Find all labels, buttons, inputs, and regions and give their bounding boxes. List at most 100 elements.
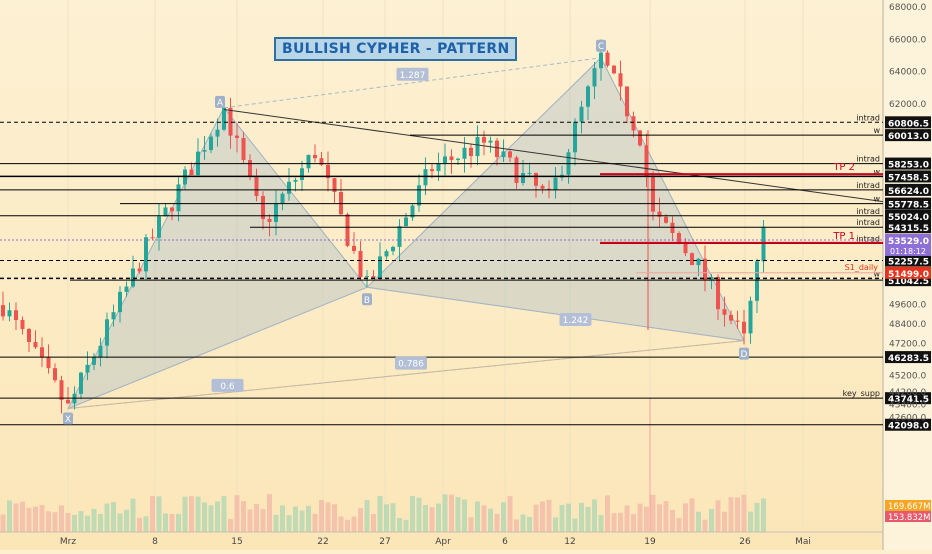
candle-body xyxy=(495,140,499,158)
volume-bar xyxy=(650,494,656,532)
candle-body xyxy=(449,156,454,160)
y-tick-label: 44200.0 xyxy=(889,388,926,398)
volume-bar xyxy=(273,514,279,532)
candle-body xyxy=(488,140,493,143)
candle-body xyxy=(703,258,707,280)
price-tag: 54315.5 xyxy=(888,224,929,234)
candle-body xyxy=(722,309,727,315)
candle-body xyxy=(202,150,207,152)
candle-body xyxy=(176,184,181,212)
candle-body xyxy=(462,147,467,159)
volume-bar xyxy=(663,501,669,532)
pattern-point-label: C xyxy=(598,42,604,52)
volume-bar xyxy=(208,505,214,532)
candle-body xyxy=(332,178,337,193)
volume-bar xyxy=(702,519,708,532)
candle-body xyxy=(521,173,525,183)
candle-body xyxy=(280,193,285,204)
y-tick-label: 68000.0 xyxy=(889,3,926,13)
candle-body xyxy=(365,276,369,278)
volume-bar xyxy=(533,504,539,532)
candle-body xyxy=(410,205,415,218)
level-label: intrad xyxy=(856,234,880,243)
candle-body xyxy=(261,196,265,219)
candle-body xyxy=(482,137,486,143)
volume-bar xyxy=(241,501,246,532)
volume-bar xyxy=(228,519,233,532)
candle-body xyxy=(59,380,64,400)
y-tick-label: 66000.0 xyxy=(889,35,926,45)
volume-bar xyxy=(306,505,311,532)
volume-bar xyxy=(546,499,552,532)
price-tag: 43741.5 xyxy=(888,395,929,405)
volume-bar xyxy=(559,504,565,532)
candle-body xyxy=(391,246,395,252)
volume-bar xyxy=(553,517,558,532)
x-tick-label: Mai xyxy=(795,537,811,547)
volume-bar xyxy=(85,515,90,532)
candle-body xyxy=(508,151,512,158)
current-price-tag: 53529.0 xyxy=(888,237,929,247)
volume-bar xyxy=(202,502,207,532)
candle-body xyxy=(579,106,584,122)
price-tag-bg xyxy=(885,170,931,183)
candle-body xyxy=(742,321,746,334)
volume-bar xyxy=(377,495,383,532)
volume-bar xyxy=(195,496,201,532)
y-tick-label: 42600.0 xyxy=(889,414,926,424)
volume-bar xyxy=(150,496,155,532)
pattern-point-marker xyxy=(362,293,372,306)
pattern-point-marker xyxy=(63,412,73,425)
volume-bar xyxy=(312,513,318,532)
price-tag: 58253.0 xyxy=(888,161,929,171)
price-tag-bg xyxy=(885,221,931,234)
candle-body xyxy=(553,177,558,190)
volume-bar xyxy=(527,516,532,532)
support-tag-bg xyxy=(885,266,931,279)
candle-body xyxy=(534,172,538,186)
volume-bar xyxy=(611,513,617,532)
price-tag-bg xyxy=(885,183,931,196)
ratio-line-ac xyxy=(223,57,602,109)
candle-body xyxy=(274,203,278,222)
volume-bar xyxy=(397,518,402,532)
candle-body xyxy=(592,68,597,87)
candle-body xyxy=(53,368,57,381)
candle-body xyxy=(235,135,239,138)
x-tick-label: 12 xyxy=(564,537,575,547)
candle-body xyxy=(326,164,330,179)
x-tick-label: 22 xyxy=(317,537,328,547)
price-tag-bg xyxy=(885,392,931,405)
candle-body xyxy=(664,216,668,223)
volume-bar xyxy=(65,512,71,532)
candle-body xyxy=(189,169,194,176)
candle-body xyxy=(40,347,44,358)
volume-tag: 169.667M xyxy=(888,502,930,512)
candle-body xyxy=(105,319,109,346)
volume-bar xyxy=(442,494,448,532)
candle-body xyxy=(248,160,252,177)
candle-body xyxy=(157,216,161,238)
y-tick-label: 47200.0 xyxy=(889,339,926,349)
volume-bar xyxy=(605,495,610,532)
level-label: intrad xyxy=(856,113,880,122)
volume-bar xyxy=(410,495,415,532)
volume-bar xyxy=(325,502,331,532)
volume-bar xyxy=(332,504,337,532)
volume-bar xyxy=(215,501,220,532)
volume-bar xyxy=(709,508,714,532)
level-label: w xyxy=(873,167,880,176)
pattern-point-marker xyxy=(739,347,749,360)
pattern-point-marker xyxy=(215,95,225,108)
price-tag-bg xyxy=(885,209,931,222)
candle-body xyxy=(228,107,233,136)
pattern-point-label: A xyxy=(217,98,224,108)
volume-bar xyxy=(124,509,129,532)
volume-bar xyxy=(163,513,168,532)
candle-body xyxy=(20,320,25,329)
volume-bar xyxy=(156,496,162,532)
volume-bar xyxy=(319,499,324,532)
volume-bar xyxy=(683,503,688,532)
volume-bar xyxy=(371,514,376,532)
